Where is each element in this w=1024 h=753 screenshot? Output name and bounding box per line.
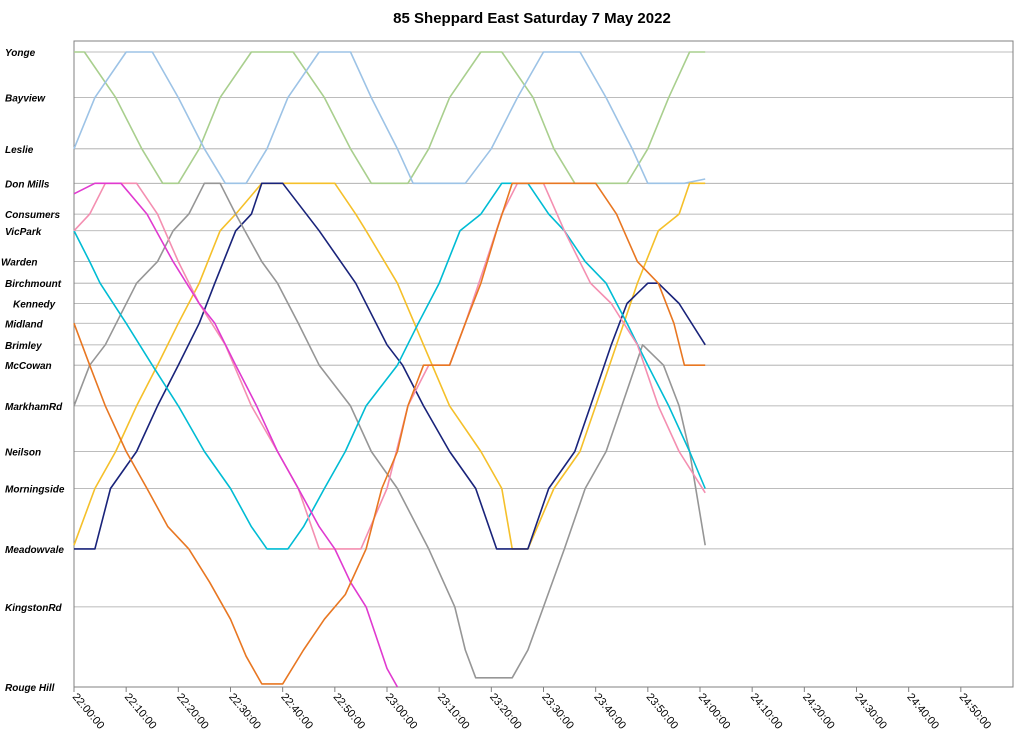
x-tick-label: 22:10:00 [122, 691, 159, 732]
stop-label-consumers: Consumers [5, 210, 60, 221]
x-tick-label: 23:50:00 [644, 691, 681, 732]
x-tick-label: 24:50:00 [957, 691, 994, 732]
stop-label-birchmount: Birchmount [5, 279, 62, 290]
trip-line-5 [73, 182, 706, 679]
stop-label-warden: Warden [1, 258, 38, 269]
vehicle-trips [73, 51, 706, 688]
trip-line-3 [73, 182, 706, 550]
stop-label-yonge: Yonge [5, 48, 36, 59]
trip-line-2 [73, 51, 706, 185]
x-tick-label: 23:10:00 [435, 691, 472, 732]
x-tick-label: 22:20:00 [174, 691, 211, 732]
x-tick-label: 22:50:00 [331, 691, 368, 732]
stop-label-mccowan: McCowan [5, 361, 52, 372]
x-tick-label: 22:40:00 [278, 691, 315, 732]
trip-line-1 [74, 51, 706, 185]
x-tick-label: 22:30:00 [226, 691, 263, 732]
stop-label-rouge-hill: Rouge Hill [5, 683, 55, 694]
stop-label-brimley: Brimley [5, 341, 42, 352]
x-tick-label: 24:00:00 [696, 691, 733, 732]
stop-label-kennedy: Kennedy [13, 300, 56, 311]
trip-line-7 [73, 182, 706, 550]
trip-line-6 [73, 182, 706, 550]
trip-line-8 [73, 182, 399, 688]
trip-line-9 [73, 182, 706, 685]
stop-label-bayview: Bayview [5, 94, 46, 105]
trip-line-4 [74, 182, 706, 550]
time-axis: 22:00:00 22:10:00 22:20:00 22:30:00 22:40:00… [70, 687, 994, 732]
x-tick-label: 23:00:00 [383, 691, 420, 732]
x-tick-label: 24:20:00 [800, 691, 837, 732]
x-tick-label: 23:20:00 [487, 691, 524, 732]
x-tick-label: 22:00:00 [70, 691, 107, 732]
x-tick-label: 23:30:00 [539, 691, 576, 732]
x-tick-label: 23:40:00 [591, 691, 628, 732]
stop-label-midland: Midland [5, 319, 44, 330]
x-tick-label: 24:40:00 [904, 691, 941, 732]
stop-label-don-mills: Don Mills [5, 179, 50, 190]
stop-labels: Yonge Bayview Leslie Don Mills Consumers VicP… [1, 48, 65, 694]
stop-label-meadowvale: Meadowvale [5, 545, 64, 556]
stop-label-neilson: Neilson [5, 447, 41, 458]
stop-label-markhamrd: MarkhamRd [5, 402, 63, 413]
x-tick-label: 24:10:00 [748, 691, 785, 732]
stop-label-leslie: Leslie [5, 145, 34, 156]
x-tick-label: 24:30:00 [852, 691, 889, 732]
stop-label-vicpark: VicPark [5, 227, 42, 238]
chart-title: 85 Sheppard East Saturday 7 May 2022 [393, 10, 671, 27]
stop-label-morningside: Morningside [5, 484, 65, 495]
stop-label-kingstonrd: KingstonRd [5, 603, 63, 614]
